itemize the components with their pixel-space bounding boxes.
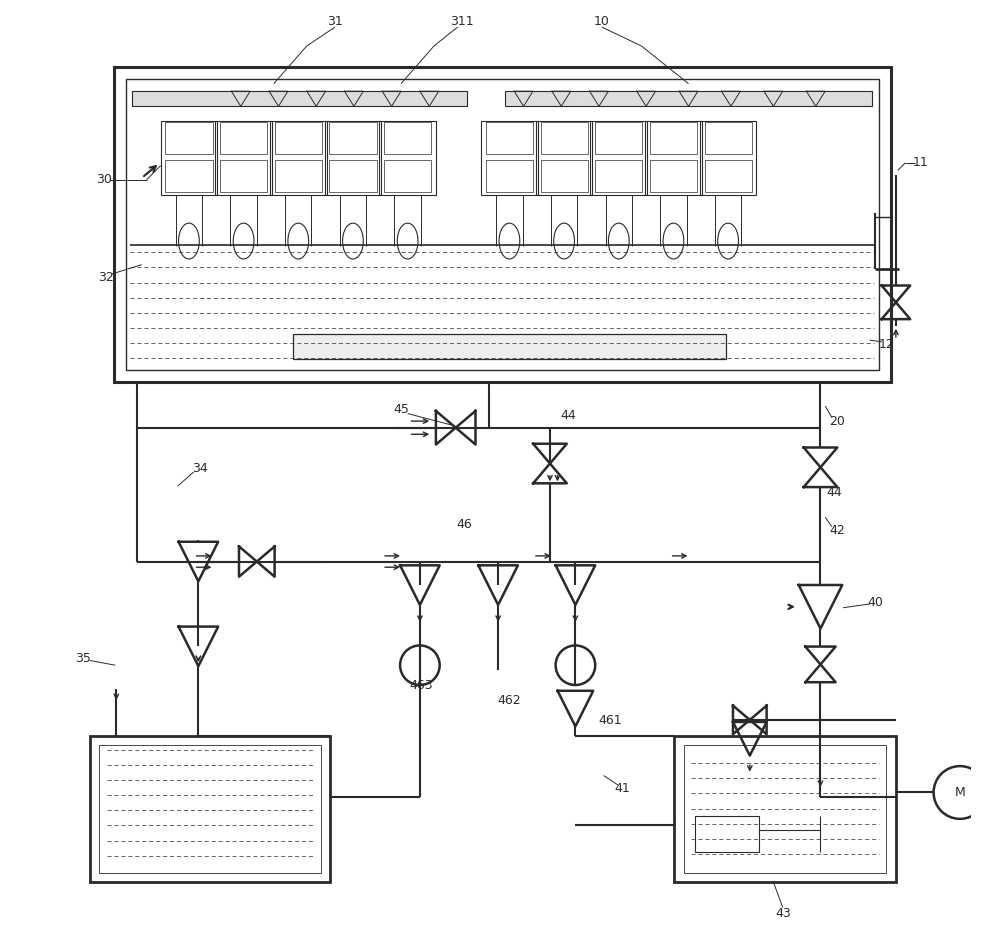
Bar: [114, 67, 891, 382]
Text: 311: 311: [450, 15, 474, 28]
Bar: [590, 122, 647, 194]
Bar: [486, 160, 533, 192]
Text: 11: 11: [913, 157, 928, 169]
Bar: [161, 122, 217, 194]
Text: 30: 30: [96, 174, 112, 186]
Bar: [165, 122, 213, 154]
Text: 12: 12: [879, 338, 894, 351]
Bar: [536, 122, 592, 194]
Bar: [650, 160, 697, 192]
Bar: [384, 122, 431, 154]
Bar: [674, 736, 896, 882]
Text: 40: 40: [867, 596, 883, 609]
Text: 35: 35: [75, 652, 91, 666]
Text: 10: 10: [594, 15, 610, 28]
Text: M: M: [955, 786, 965, 799]
Bar: [684, 746, 886, 872]
Text: 463: 463: [409, 679, 433, 692]
Text: 44: 44: [560, 409, 576, 422]
Text: 462: 462: [498, 694, 521, 707]
Text: 32: 32: [98, 271, 114, 284]
Bar: [165, 160, 213, 192]
Bar: [541, 160, 588, 192]
Text: 46: 46: [456, 518, 472, 531]
Text: 461: 461: [598, 715, 622, 727]
Text: 34: 34: [192, 462, 208, 475]
Bar: [90, 736, 330, 882]
Bar: [486, 122, 533, 154]
Text: 44: 44: [827, 486, 843, 499]
Bar: [220, 122, 267, 154]
Bar: [700, 122, 756, 194]
Bar: [220, 160, 267, 192]
Bar: [325, 122, 381, 194]
Bar: [275, 160, 322, 192]
Bar: [705, 122, 752, 154]
Text: 43: 43: [775, 906, 791, 919]
Bar: [705, 160, 752, 192]
Bar: [595, 122, 642, 154]
Bar: [270, 122, 327, 194]
Bar: [126, 79, 879, 370]
Bar: [595, 160, 642, 192]
Text: 45: 45: [393, 403, 409, 416]
Text: 41: 41: [615, 783, 630, 795]
Bar: [384, 160, 431, 192]
Bar: [329, 122, 377, 154]
Bar: [541, 122, 588, 154]
Bar: [505, 92, 872, 107]
Bar: [215, 122, 272, 194]
Text: 42: 42: [830, 524, 845, 537]
Bar: [481, 122, 538, 194]
Text: 31: 31: [327, 15, 343, 28]
Bar: [379, 122, 436, 194]
Bar: [695, 816, 759, 851]
Bar: [275, 122, 322, 154]
Bar: [645, 122, 702, 194]
Bar: [650, 122, 697, 154]
Bar: [329, 160, 377, 192]
Bar: [293, 334, 726, 359]
Bar: [132, 92, 467, 107]
Text: 20: 20: [830, 414, 845, 428]
Bar: [99, 746, 321, 872]
